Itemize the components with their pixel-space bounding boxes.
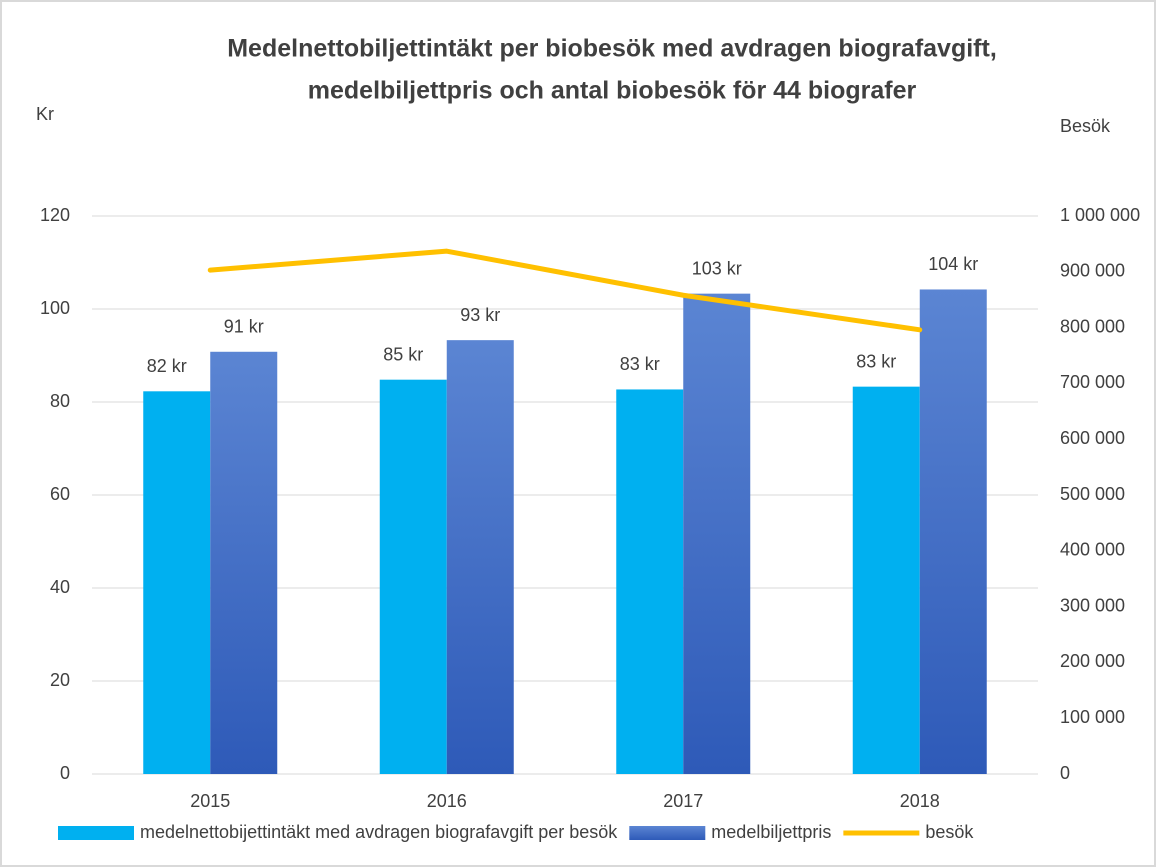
data-label: 82 kr — [147, 356, 187, 376]
bar — [852, 386, 920, 774]
data-label: 104 kr — [928, 254, 978, 274]
y-tick-label: 20 — [50, 670, 70, 690]
y2-tick-label: 1 000 000 — [1060, 205, 1140, 225]
data-label: 83 kr — [620, 354, 660, 374]
y-axis-title: Kr — [36, 104, 54, 124]
y2-axis-title: Besök — [1060, 116, 1111, 136]
chart-title: Medelnettobiljettintäkt per biobesök med… — [227, 35, 997, 63]
legend-swatch — [629, 826, 706, 840]
y2-tick-label: 200 000 — [1060, 651, 1125, 671]
y2-tick-label: 500 000 — [1060, 484, 1125, 504]
x-tick-label: 2018 — [900, 791, 940, 811]
bar — [683, 293, 751, 774]
legend-label: medelnettobijettintäkt med avdragen biog… — [140, 822, 618, 842]
data-label: 103 kr — [692, 258, 742, 278]
y2-tick-label: 700 000 — [1060, 372, 1125, 392]
data-label: 91 kr — [224, 317, 264, 337]
y2-tick-label: 800 000 — [1060, 316, 1125, 336]
bar — [143, 391, 211, 774]
y-tick-label: 100 — [40, 298, 70, 318]
y-tick-label: 80 — [50, 391, 70, 411]
y2-tick-label: 600 000 — [1060, 428, 1125, 448]
y2-tick-label: 400 000 — [1060, 540, 1125, 560]
y2-tick-label: 100 000 — [1060, 707, 1125, 727]
data-label: 93 kr — [460, 305, 500, 325]
legend-swatch — [58, 826, 134, 840]
x-tick-label: 2017 — [663, 791, 703, 811]
data-label: 83 kr — [856, 351, 896, 371]
y2-tick-label: 0 — [1060, 763, 1070, 783]
bar — [919, 289, 987, 774]
y2-tick-label: 300 000 — [1060, 595, 1125, 615]
legend-label: medelbiljettpris — [711, 822, 831, 842]
y-tick-label: 0 — [60, 763, 70, 783]
y-tick-label: 40 — [50, 577, 70, 597]
y-tick-label: 60 — [50, 484, 70, 504]
y2-tick-label: 900 000 — [1060, 261, 1125, 281]
bar — [210, 351, 278, 774]
legend-label: besök — [925, 822, 974, 842]
x-tick-label: 2015 — [190, 791, 230, 811]
bar — [379, 379, 447, 774]
x-tick-label: 2016 — [427, 791, 467, 811]
y-tick-label: 120 — [40, 205, 70, 225]
bar — [616, 389, 684, 774]
data-label: 85 kr — [383, 344, 423, 364]
line — [207, 248, 923, 333]
chart-title: medelbiljettpris och antal biobesök för … — [308, 77, 917, 105]
bar — [446, 340, 514, 774]
